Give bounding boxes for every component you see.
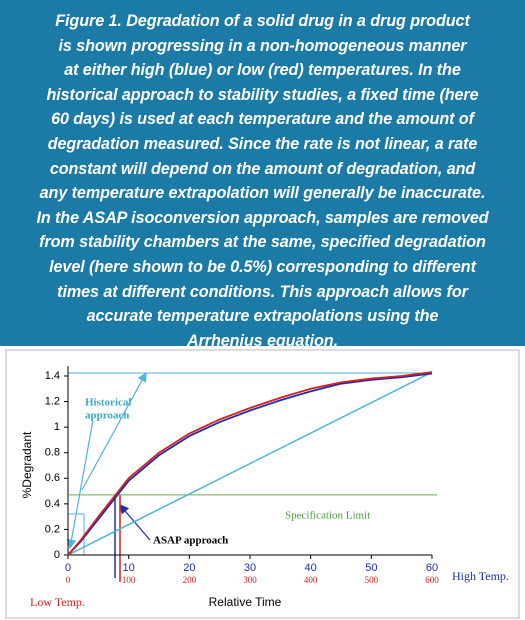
chart-frame bbox=[5, 349, 520, 619]
y-tick-label: 1.2 bbox=[45, 395, 60, 407]
x-tick-label: 60 bbox=[426, 562, 438, 574]
annotation: approach bbox=[85, 410, 129, 422]
caption-line: Arrhenius equation. bbox=[187, 331, 338, 350]
x2-tick-label: 0 bbox=[66, 575, 71, 585]
caption-line: any temperature extrapolation will gener… bbox=[39, 184, 486, 203]
annotation: ASAP approach bbox=[153, 535, 228, 547]
caption-line: In the ASAP isoconversion approach, samp… bbox=[36, 208, 489, 227]
annotation: Specification Limit bbox=[285, 510, 370, 522]
x2-tick-label: 300 bbox=[243, 575, 257, 585]
x-axis-label: High Temp. bbox=[452, 569, 509, 583]
caption-line: constant will depend on the amount of de… bbox=[49, 159, 476, 178]
y-tick-label: 0.8 bbox=[45, 447, 60, 459]
x2-tick-label: 600 bbox=[425, 575, 439, 585]
caption-line: accurate temperature extrapolations usin… bbox=[86, 307, 439, 326]
y-tick-label: 0.4 bbox=[45, 498, 60, 510]
caption-line: from stability chambers at the same, spe… bbox=[39, 233, 486, 252]
x2-tick-label: 400 bbox=[304, 575, 318, 585]
caption-line: historical approach to stability studies… bbox=[46, 85, 479, 104]
x-tick-label: 50 bbox=[365, 562, 377, 574]
caption-line: level (here shown to be 0.5%) correspond… bbox=[49, 257, 476, 276]
x-tick-label: 10 bbox=[123, 562, 135, 574]
historical-arrow bbox=[81, 371, 147, 491]
asap-arrow bbox=[119, 504, 151, 541]
x2-tick-label: 100 bbox=[122, 575, 136, 585]
series-line bbox=[67, 372, 433, 556]
x-tick-label: 0 bbox=[65, 562, 71, 574]
historical-arrow bbox=[66, 419, 94, 550]
x2-tick-label: 200 bbox=[183, 575, 197, 585]
caption-line: times at different conditions. This appr… bbox=[57, 282, 468, 301]
x-tick-label: 30 bbox=[244, 562, 256, 574]
annotation: Historical bbox=[85, 397, 131, 409]
caption-line: is shown progressing in a non-homogeneou… bbox=[58, 36, 467, 55]
caption-line: at either high (blue) or low (red) tempe… bbox=[64, 61, 461, 80]
caption-line: Figure 1. Degradation of a solid drug in… bbox=[55, 12, 470, 30]
reference-line bbox=[68, 513, 85, 555]
y-tick-label: 0.2 bbox=[45, 523, 60, 535]
x-axis-title: Relative Time bbox=[209, 595, 282, 609]
x-tick-label: 20 bbox=[183, 562, 195, 574]
caption-line: 60 days) is used at each temperature and… bbox=[51, 110, 474, 129]
y-axis-title: %Degradant bbox=[20, 431, 34, 498]
y-tick-label: 1.4 bbox=[45, 370, 60, 382]
caption-line: degradation measured. Since the rate is … bbox=[47, 134, 478, 153]
series-line bbox=[67, 371, 433, 556]
caption-box: Figure 1. Degradation of a solid drug in… bbox=[0, 0, 525, 346]
x-tick-label: 40 bbox=[305, 562, 317, 574]
y-tick-label: 0 bbox=[54, 549, 60, 561]
x2-tick-label: 500 bbox=[365, 575, 379, 585]
y-tick-label: 1 bbox=[54, 421, 60, 433]
y-tick-label: 0.6 bbox=[45, 472, 60, 484]
linear-reference bbox=[67, 371, 433, 556]
x2-axis-label: Low Temp. bbox=[30, 595, 85, 609]
